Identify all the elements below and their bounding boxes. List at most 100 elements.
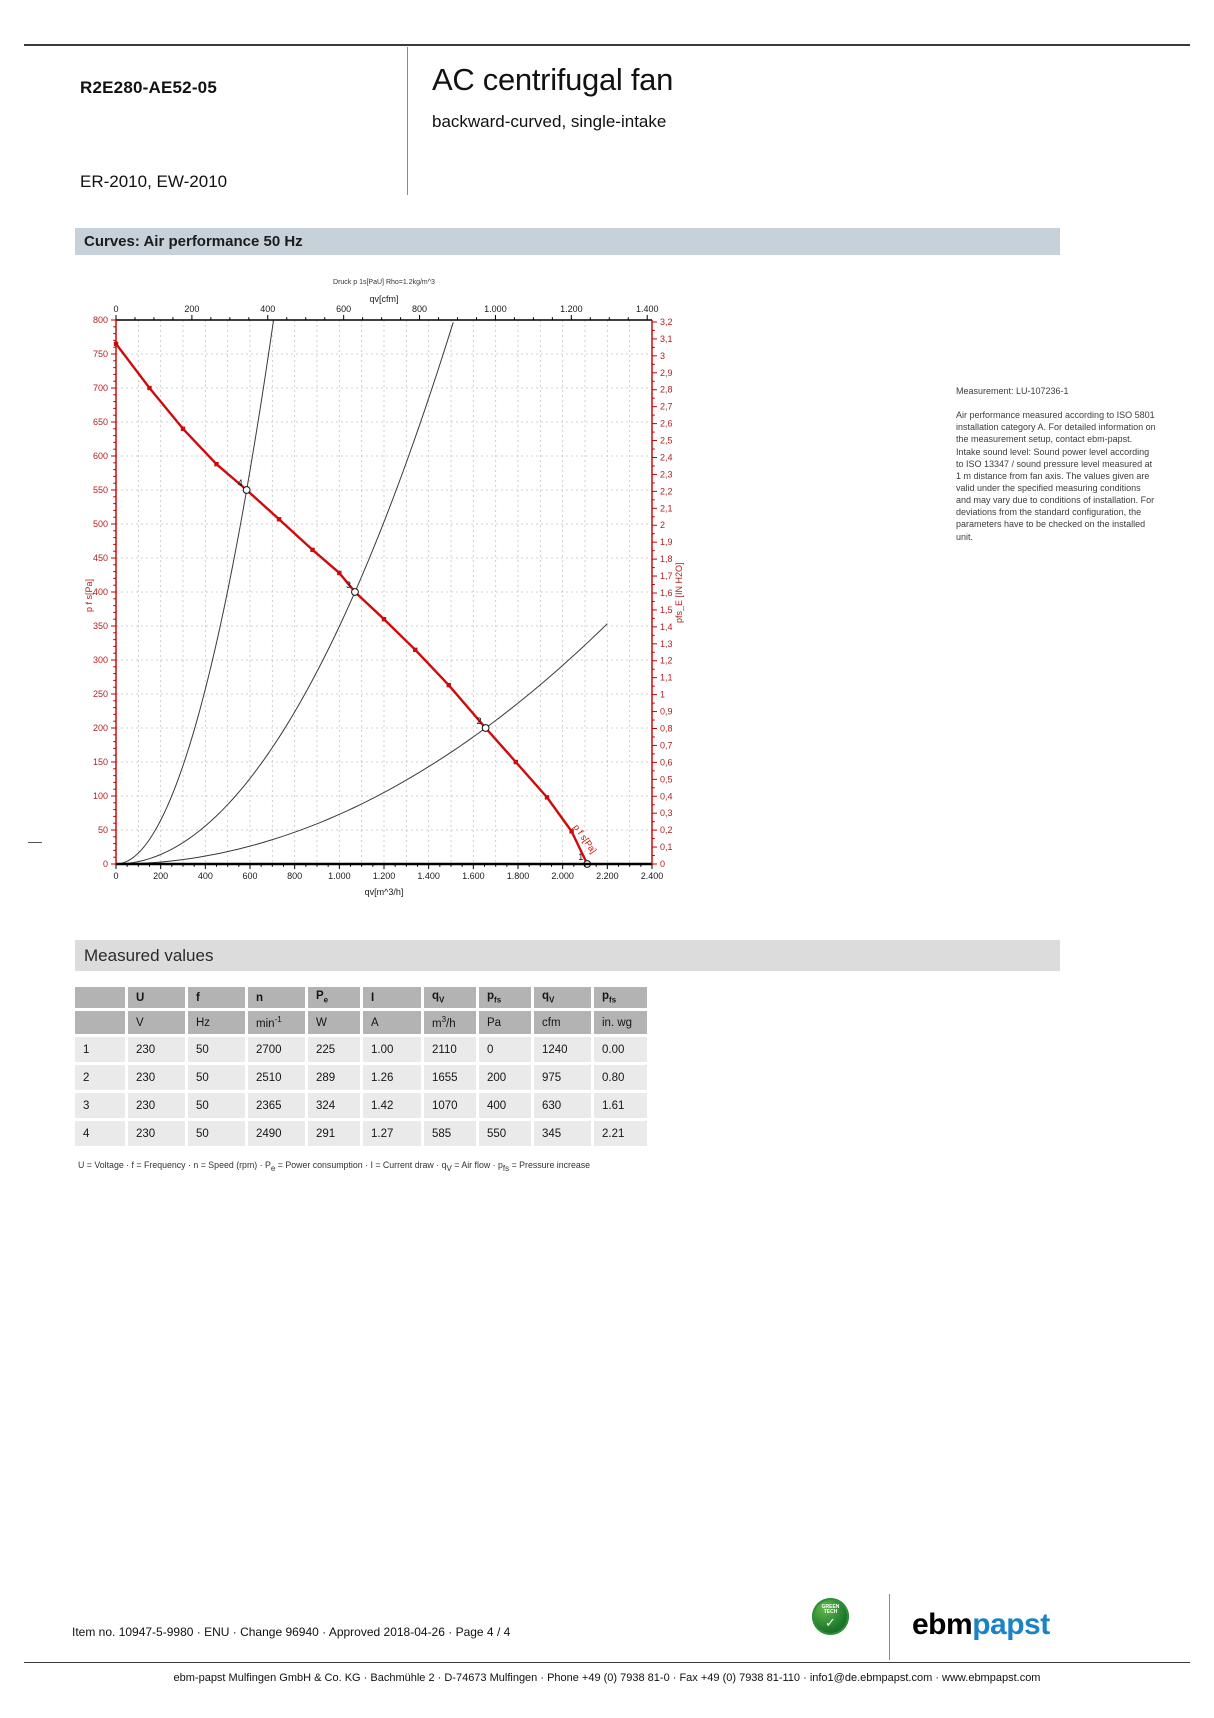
table-cell: 50 xyxy=(188,1093,245,1118)
chart-grid xyxy=(116,320,652,864)
svg-text:250: 250 xyxy=(93,689,108,699)
svg-text:600: 600 xyxy=(242,871,257,881)
svg-text:150: 150 xyxy=(93,757,108,767)
svg-text:p f s[Pa]: p f s[Pa] xyxy=(84,579,94,612)
bottom-rule xyxy=(24,1662,1190,1663)
table-unit-cell: cfm xyxy=(534,1011,591,1034)
table-cell: 0 xyxy=(479,1037,531,1062)
page-title: AC centrifugal fan xyxy=(432,62,674,97)
svg-text:600: 600 xyxy=(93,451,108,461)
table-cell: 200 xyxy=(479,1065,531,1090)
top-rule xyxy=(24,44,1190,46)
series-names: ER-2010, EW-2010 xyxy=(80,172,228,191)
table-row: 2 230 50 2510 289 1.26 1655 200 975 0.80 xyxy=(75,1065,647,1090)
svg-text:2,2: 2,2 xyxy=(660,486,673,496)
svg-text:2.400: 2.400 xyxy=(641,871,664,881)
svg-text:1.200: 1.200 xyxy=(373,871,396,881)
table-cell: 230 xyxy=(128,1037,185,1062)
table-cell: 225 xyxy=(308,1037,360,1062)
footer-divider xyxy=(889,1594,890,1660)
chart-axes: 0 200 400 600 800 1.000 1.200 1.400 1.600 1.800 2.… xyxy=(93,304,673,881)
svg-text:0,9: 0,9 xyxy=(660,707,673,717)
svg-text:4: 4 xyxy=(238,478,243,488)
table-cell: 2490 xyxy=(248,1121,305,1146)
svg-text:1.400: 1.400 xyxy=(417,871,440,881)
measured-section-bar: Measured values xyxy=(75,940,1060,971)
svg-text:2,7: 2,7 xyxy=(660,402,673,412)
measurement-note: Measurement: LU-107236-1 Air performance… xyxy=(956,385,1156,543)
svg-text:2: 2 xyxy=(660,520,665,530)
svg-text:1.200: 1.200 xyxy=(560,304,583,314)
svg-text:2: 2 xyxy=(477,716,482,726)
table-unit-cell: in. wg xyxy=(594,1011,647,1034)
table-unit-cell xyxy=(75,1011,125,1034)
table-row: 4 230 50 2490 291 1.27 585 550 345 2.21 xyxy=(75,1121,647,1146)
model-number: R2E280-AE52-05 xyxy=(80,78,217,97)
table-header-cell: pfs xyxy=(479,987,531,1008)
svg-text:qv[cfm]: qv[cfm] xyxy=(369,294,398,304)
table-cell: 324 xyxy=(308,1093,360,1118)
svg-text:1,5: 1,5 xyxy=(660,605,673,615)
table-cell: 1.42 xyxy=(363,1093,421,1118)
table-unit-cell: A xyxy=(363,1011,421,1034)
measured-section-title: Measured values xyxy=(84,945,214,965)
svg-text:650: 650 xyxy=(93,417,108,427)
footer-address: ebm-papst Mulfingen GmbH & Co. KG · Bach… xyxy=(173,1672,1041,1684)
table-header-cell: Pe xyxy=(308,987,360,1008)
chart-titles: Druck p 1s[PaU] Rho=1.2kg/m^3 qv[cfm] qv[m… xyxy=(84,279,684,897)
svg-text:1,7: 1,7 xyxy=(660,571,673,581)
logo-text-blue: papst xyxy=(972,1608,1050,1641)
footer-item-line: Item no. 10947-5-9980 · ENU · Change 969… xyxy=(72,1625,511,1639)
svg-text:750: 750 xyxy=(93,349,108,359)
svg-text:0,6: 0,6 xyxy=(660,757,673,767)
table-cell: 50 xyxy=(188,1065,245,1090)
svg-text:1,1: 1,1 xyxy=(660,673,673,683)
svg-text:0,3: 0,3 xyxy=(660,808,673,818)
svg-text:1.400: 1.400 xyxy=(636,304,659,314)
table-cell: 585 xyxy=(424,1121,476,1146)
svg-text:2,6: 2,6 xyxy=(660,419,673,429)
table-header-cell: qV xyxy=(424,987,476,1008)
page-subtitle: backward-curved, single-intake xyxy=(432,112,667,131)
svg-text:100: 100 xyxy=(93,791,108,801)
svg-text:2,9: 2,9 xyxy=(660,368,673,378)
table-cell: 630 xyxy=(534,1093,591,1118)
svg-text:0,7: 0,7 xyxy=(660,740,673,750)
svg-text:1,3: 1,3 xyxy=(660,639,673,649)
greentech-badge-label: GREEN TECH xyxy=(821,1603,840,1615)
table-cell: 4 xyxy=(75,1121,125,1146)
svg-text:2,4: 2,4 xyxy=(660,452,673,462)
svg-text:0: 0 xyxy=(103,859,108,869)
svg-text:2,3: 2,3 xyxy=(660,469,673,479)
svg-text:0,5: 0,5 xyxy=(660,774,673,784)
svg-text:1: 1 xyxy=(660,690,665,700)
table-cell: 289 xyxy=(308,1065,360,1090)
table-cell: 2510 xyxy=(248,1065,305,1090)
svg-text:0,8: 0,8 xyxy=(660,724,673,734)
svg-text:2.200: 2.200 xyxy=(596,871,619,881)
logo-text-black: ebm xyxy=(912,1608,973,1641)
svg-text:400: 400 xyxy=(93,587,108,597)
table-footnote: U = Voltage · f = Frequency · n = Speed … xyxy=(78,1160,591,1173)
table-header-cell: f xyxy=(188,987,245,1008)
table-cell: 400 xyxy=(479,1093,531,1118)
svg-text:800: 800 xyxy=(93,315,108,325)
svg-text:300: 300 xyxy=(93,655,108,665)
table-cell: 975 xyxy=(534,1065,591,1090)
svg-text:1,6: 1,6 xyxy=(660,588,673,598)
ebmpapst-logo: ebmpapst xyxy=(912,1608,1050,1642)
svg-text:0: 0 xyxy=(113,871,118,881)
table-cell: 230 xyxy=(128,1093,185,1118)
table-unit-cell: min-1 xyxy=(248,1011,305,1034)
greentech-badge-icon: GREEN TECH ✓ xyxy=(812,1598,849,1635)
table-cell: 2365 xyxy=(248,1093,305,1118)
svg-text:3: 3 xyxy=(660,351,665,361)
table-header-cell: qV xyxy=(534,987,591,1008)
fan-curve: p f s[Pa] xyxy=(113,341,598,867)
svg-text:Druck p 1s[PaU] Rho=1.2kg/m^3: Druck p 1s[PaU] Rho=1.2kg/m^3 xyxy=(333,279,435,286)
table-row: 3 230 50 2365 324 1.42 1070 400 630 1.61 xyxy=(75,1093,647,1118)
table-cell: 230 xyxy=(128,1065,185,1090)
